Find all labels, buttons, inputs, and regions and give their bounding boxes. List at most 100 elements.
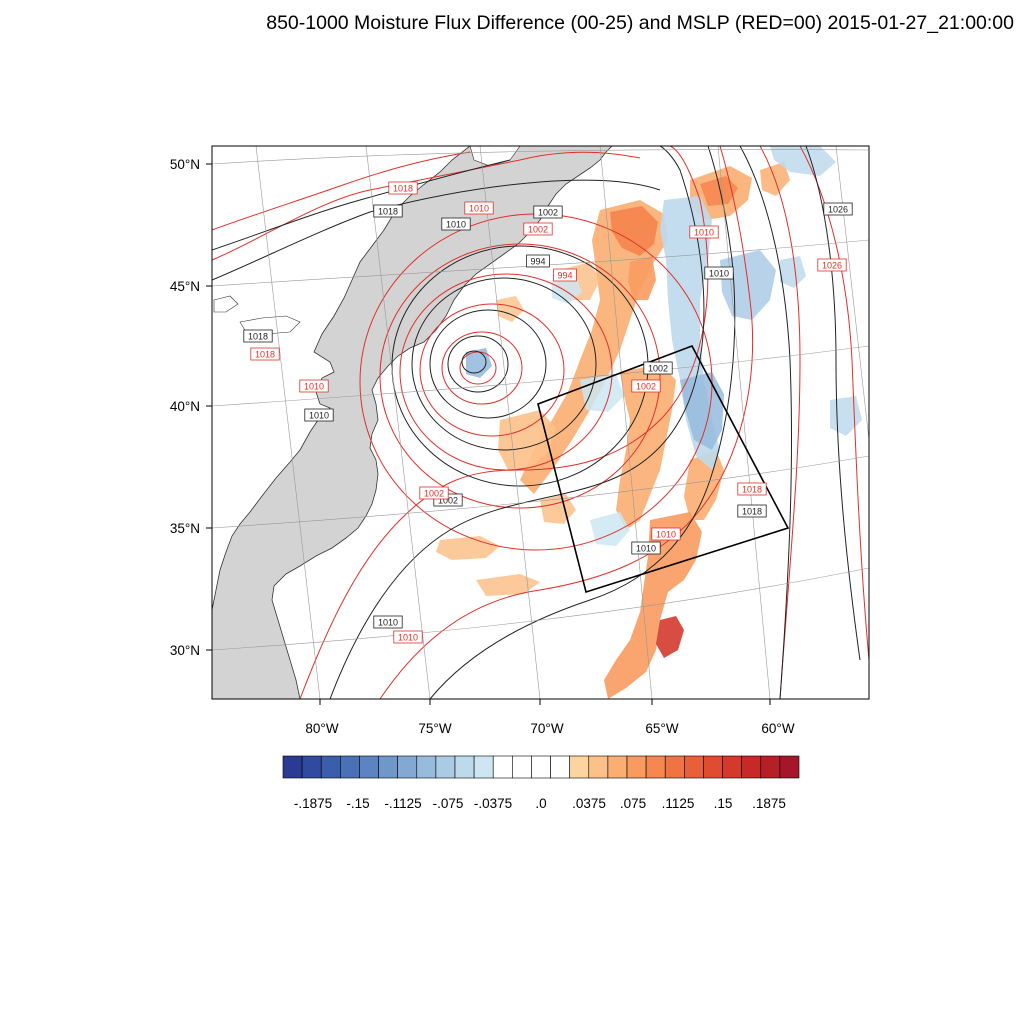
contour-label: 1002 bbox=[648, 364, 668, 374]
contour-label-box bbox=[737, 482, 767, 496]
colorbar-swatch bbox=[722, 755, 742, 779]
colorbar-swatch bbox=[320, 755, 341, 779]
colorbar-swatch bbox=[359, 755, 379, 779]
colorbar-swatch bbox=[435, 755, 456, 779]
lon-label-80w: 80°W bbox=[305, 721, 338, 736]
colorbar-swatch bbox=[779, 755, 800, 779]
isobars-red bbox=[212, 146, 869, 699]
contour-label: 1010 bbox=[304, 382, 324, 392]
contour-label: 1018 bbox=[255, 350, 275, 360]
colorbar-labels: -.1875 -.15 -.1125 -.075 -.0375 .0 .0375… bbox=[294, 796, 786, 811]
contour-label-box bbox=[689, 225, 719, 239]
lon-label-65w: 65°W bbox=[645, 721, 678, 736]
contour-label-box bbox=[393, 630, 423, 644]
contour-label: 994 bbox=[557, 271, 572, 281]
colorbar-swatch bbox=[378, 755, 398, 779]
contour-label: 1010 bbox=[309, 411, 329, 421]
lon-label-60w: 60°W bbox=[761, 721, 794, 736]
lat-label-35: 35°N bbox=[170, 521, 200, 536]
lon-axis: 80°W 75°W 70°W 65°W 60°W bbox=[305, 699, 795, 736]
lat-label-45: 45°N bbox=[170, 279, 200, 294]
colorbar-label-9: .15 bbox=[714, 796, 733, 811]
contour-label: 1018 bbox=[742, 507, 762, 517]
colorbar-swatch bbox=[282, 755, 303, 779]
colorbar-label-6: .0375 bbox=[572, 796, 606, 811]
lat-axis: 50°N 45°N 40°N 35°N 30°N bbox=[170, 157, 212, 658]
colorbar-swatch bbox=[301, 755, 322, 779]
colorbar-swatch bbox=[512, 755, 532, 779]
contour-labels-red: 1018 1010 1002 994 1018 1010 1002 1010 1026 1018 1… bbox=[250, 181, 847, 644]
contour-label: 1002 bbox=[538, 208, 558, 218]
colorbar-swatch bbox=[492, 755, 513, 779]
contour-label-box bbox=[631, 379, 661, 393]
colorbar-label-7: .075 bbox=[620, 796, 646, 811]
contour-label-box bbox=[523, 222, 553, 236]
colorbar-label-4: -.0375 bbox=[474, 796, 512, 811]
lon-label-75w: 75°W bbox=[418, 721, 451, 736]
analysis-box bbox=[537, 345, 790, 594]
contour-label-box bbox=[704, 266, 734, 280]
lat-label-30: 30°N bbox=[170, 643, 200, 658]
lake-erie bbox=[213, 295, 239, 313]
colorbar-swatch bbox=[588, 755, 609, 779]
contour-label-box bbox=[441, 217, 471, 231]
contour-label-box bbox=[373, 204, 403, 218]
contour-label: 1010 bbox=[636, 544, 656, 554]
lat-label-40: 40°N bbox=[170, 399, 200, 414]
contour-label-box bbox=[817, 258, 847, 272]
contour-label-box bbox=[631, 541, 661, 555]
contour-label: 1026 bbox=[828, 205, 848, 215]
colorbar-swatch bbox=[741, 755, 762, 779]
contour-label-box bbox=[643, 361, 673, 375]
contour-label: 1010 bbox=[469, 204, 489, 214]
colorbar-swatch bbox=[607, 755, 628, 779]
colorbar-swatch bbox=[473, 755, 494, 779]
contour-label: 1002 bbox=[438, 496, 458, 506]
contour-label-box bbox=[388, 181, 418, 195]
contour-label-box bbox=[737, 504, 767, 518]
contour-label: 1010 bbox=[398, 633, 418, 643]
contour-label: 1010 bbox=[446, 220, 466, 230]
contour-label-box bbox=[533, 205, 563, 219]
colorbar-swatch bbox=[569, 755, 590, 779]
colorbar-label-8: .1125 bbox=[662, 796, 695, 811]
colorbar-swatch bbox=[454, 755, 475, 779]
contour-label-box bbox=[299, 379, 329, 393]
contour-label-box bbox=[373, 615, 403, 629]
colorbar-swatch bbox=[626, 755, 647, 779]
cape-breton-water bbox=[469, 146, 521, 167]
contour-label: 1010 bbox=[378, 618, 398, 628]
contour-label: 1018 bbox=[378, 207, 398, 217]
contour-label-box bbox=[651, 527, 681, 541]
lon-label-70w: 70°W bbox=[530, 721, 563, 736]
contour-label-box bbox=[419, 486, 449, 500]
colorbar-label-0: -.1875 bbox=[294, 796, 332, 811]
contour-label: 1018 bbox=[742, 485, 762, 495]
colorbar-swatch bbox=[684, 755, 704, 779]
colorbar-swatch bbox=[340, 755, 360, 779]
contour-label: 1002 bbox=[528, 225, 548, 235]
contour-label: 1026 bbox=[822, 261, 842, 271]
colorbar-swatch bbox=[760, 755, 781, 779]
lat-label-50: 50°N bbox=[170, 157, 200, 172]
contour-label: 1010 bbox=[656, 530, 676, 540]
contour-label: 1010 bbox=[709, 269, 729, 279]
contour-label: 994 bbox=[530, 257, 545, 267]
contour-label-box bbox=[526, 254, 550, 268]
colorbar-swatch bbox=[416, 755, 437, 779]
contour-label-box bbox=[250, 347, 280, 361]
contour-label-box bbox=[464, 201, 494, 215]
contour-label-box bbox=[553, 268, 577, 282]
colorbar-label-2: -.1125 bbox=[384, 796, 421, 811]
colorbar-swatch bbox=[645, 755, 666, 779]
contour-label: 1010 bbox=[694, 228, 714, 238]
colorbar-label-1: -.15 bbox=[346, 796, 369, 811]
colorbar-swatch bbox=[664, 755, 685, 779]
colorbar-swatch bbox=[703, 755, 723, 779]
contour-label: 1002 bbox=[636, 382, 656, 392]
colorbar-swatch bbox=[397, 755, 418, 779]
colorbar-label-5: .0 bbox=[535, 796, 546, 811]
colorbar-label-3: -.075 bbox=[433, 796, 464, 811]
colorbar-swatch bbox=[550, 755, 570, 779]
